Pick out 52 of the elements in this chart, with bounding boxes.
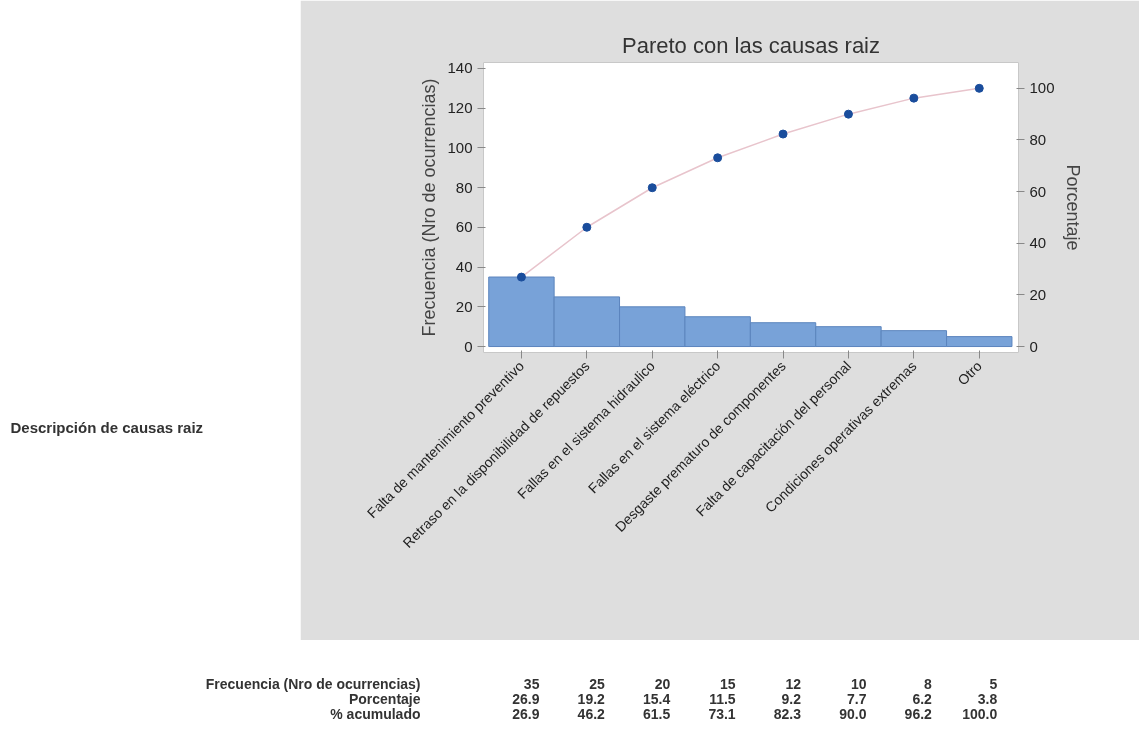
data-label: 100.0 [962, 705, 998, 722]
point [909, 93, 919, 103]
y-tick-label: 40 [455, 258, 473, 276]
point [843, 109, 853, 119]
data-label: 26.9 [512, 705, 540, 722]
data-label: 35 [523, 675, 540, 692]
text: 11.5 [709, 690, 736, 707]
text: 7.7 [846, 690, 867, 707]
y2-tick-label: 20 [1029, 285, 1047, 303]
point [974, 83, 984, 93]
y-axis-title: Frecuencia (Nro de ocurrencias) [419, 78, 440, 337]
x-tick-label: Otro [954, 357, 986, 389]
text: 15.4 [642, 690, 671, 707]
y-tick-label: 20 [455, 297, 473, 315]
point [582, 222, 592, 232]
y-tick-label: 140 [447, 59, 473, 77]
y-tick-label: 120 [447, 99, 473, 117]
chart-title: Pareto con las causas raiz [621, 32, 881, 58]
point [713, 153, 723, 163]
data-label: 5 [989, 675, 998, 692]
point [516, 272, 526, 282]
data-label: 46.2 [577, 705, 606, 722]
point [778, 129, 788, 139]
y2-tick-label: 60 [1029, 182, 1047, 200]
y-tick-label: 0 [464, 337, 473, 355]
data-label: 96.2 [904, 705, 933, 722]
text: Frecuencia (Nro de ocurrencias) [205, 675, 421, 692]
text: Descripción de causas raiz [10, 419, 204, 436]
y-tick-label: 100 [447, 138, 473, 156]
y2-axis-title: Porcentaje [1062, 164, 1083, 251]
data-label: 8 [924, 675, 933, 692]
y-tick-label: 60 [455, 218, 473, 236]
text: 6.2 [912, 690, 933, 707]
data-label: 15 [720, 675, 736, 692]
data-label: 90.0 [839, 705, 867, 722]
data-label: 20 [654, 675, 671, 692]
text: 3.8 [977, 690, 998, 707]
y2-tick-label: 40 [1029, 234, 1047, 252]
y2-tick-label: 0 [1029, 337, 1038, 355]
text: 9.2 [781, 690, 802, 707]
data-label: 25 [589, 675, 606, 692]
data-label: 12 [785, 675, 802, 692]
data-label: 10 [850, 675, 867, 692]
text: 26.9 [512, 690, 540, 707]
y-tick-label: 80 [455, 178, 473, 196]
data-label: 61.5 [642, 705, 671, 722]
data-label: 73.1 [708, 705, 736, 722]
text: 19.2 [577, 690, 606, 707]
data-label: 82.3 [773, 705, 802, 722]
y2-tick-label: 80 [1029, 130, 1047, 148]
y2-tick-label: 100 [1029, 79, 1055, 97]
point [647, 183, 657, 193]
